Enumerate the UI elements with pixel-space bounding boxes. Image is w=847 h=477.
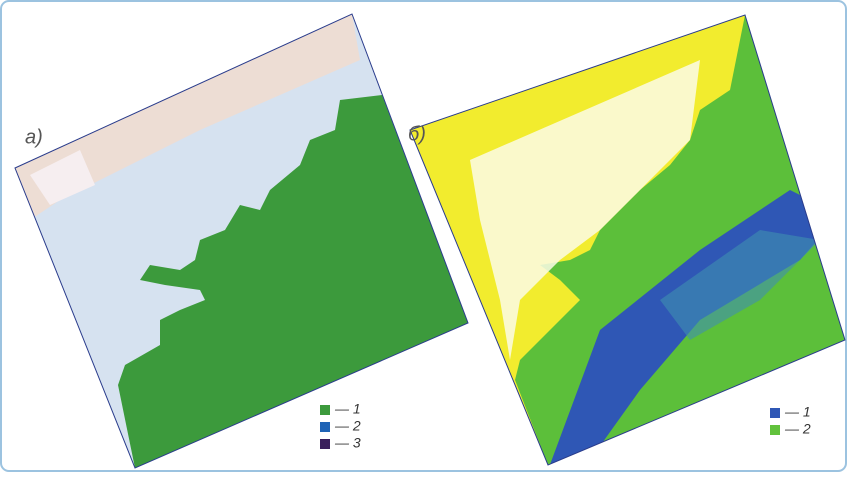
legend-swatch [770,425,780,435]
legend-swatch [320,439,330,449]
legend-swatch [320,405,330,415]
panel-label: б) [408,123,426,145]
legend-swatch [770,408,780,418]
panel-label: а) [25,126,43,148]
legend-swatch [320,422,330,432]
legend-label: — 1 [784,404,811,420]
legend-label: — 2 [784,421,811,437]
legend-label: — 2 [334,418,361,434]
page: а) б) — 1— 2— 3— 1— 2 (() => { const dat… [0,0,847,472]
figure: а) б) — 1— 2— 3— 1— 2 [0,0,847,472]
legend-label: — 1 [334,401,361,417]
legend-label: — 3 [334,435,361,451]
